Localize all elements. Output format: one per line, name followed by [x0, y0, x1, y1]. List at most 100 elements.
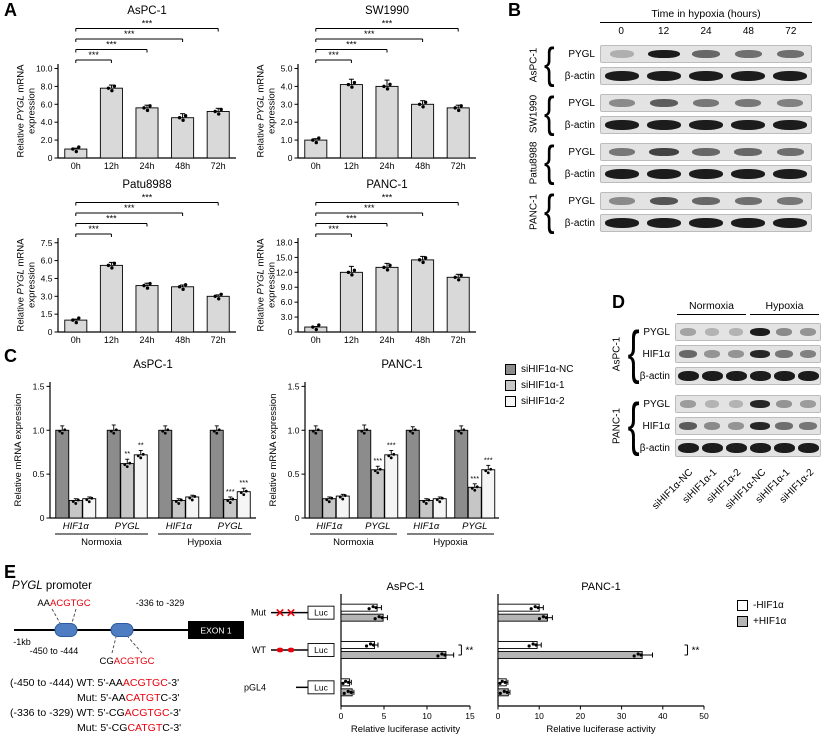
data-point: [142, 106, 146, 110]
data-point: [145, 108, 150, 113]
sequence-line: Mut: 5'-AACATGTC-3': [10, 691, 181, 706]
callout-line: [51, 608, 61, 624]
data-point: [470, 486, 474, 490]
blot-band: [776, 197, 804, 205]
data-point: [385, 268, 390, 272]
y-tick-label: 7.5: [41, 238, 53, 248]
cell-line-label: PANC-1: [611, 408, 623, 444]
data-point: [373, 617, 377, 621]
data-point: [163, 431, 167, 435]
x-tick-label: 30: [617, 711, 627, 721]
y-tick-label: 8.0: [41, 81, 53, 91]
blot-band: [773, 169, 807, 179]
sig-label: ***: [346, 214, 357, 224]
lane-number: 12: [658, 26, 670, 37]
x-tick-label: 24h: [379, 161, 394, 171]
blot-row: β-actin: [635, 365, 825, 387]
y-tick-label: 3.0: [281, 99, 293, 109]
y-tick-label: 0: [48, 327, 53, 337]
x-tick-label: 5: [382, 711, 387, 721]
data-point: [388, 82, 392, 87]
y-axis-label: Relative mRNA expression: [13, 394, 24, 507]
legend-item: +HIF1α: [737, 616, 786, 627]
y-tick-label: 1.5: [288, 381, 300, 391]
data-point: [342, 691, 346, 695]
blot-lane: [796, 443, 820, 453]
data-point: [500, 679, 504, 683]
y-tick-label: 1.0: [281, 135, 293, 145]
bar: [454, 429, 469, 519]
legend-swatch: [737, 600, 748, 611]
blot-row: HIF1α: [635, 415, 825, 437]
blot-lane: [724, 328, 748, 336]
sig-label: ***: [328, 50, 339, 60]
chart-title: PANC-1: [581, 581, 621, 593]
construct-label: pGL4: [244, 682, 266, 692]
x-tick-label: 24h: [379, 335, 394, 345]
data-point: [423, 100, 428, 104]
sig-label: ***: [484, 455, 493, 464]
protein-label: PYGL: [568, 48, 595, 60]
data-point: [408, 429, 412, 433]
blot-lane: [643, 50, 685, 58]
construct-label: WT: [252, 645, 266, 655]
data-point: [141, 452, 145, 456]
sequence-text: -3': [167, 677, 180, 689]
bar: [467, 486, 482, 519]
legend-item: siHIF1α-2: [505, 396, 573, 407]
data-point: [177, 502, 181, 505]
data-point: [106, 86, 111, 90]
hre-site-pill: [54, 623, 78, 637]
blot-band: [704, 400, 720, 408]
blot-lane: [769, 71, 811, 81]
blot-strip: [600, 214, 812, 232]
blot-lane: [643, 148, 685, 156]
blot-row: PYGL: [552, 141, 822, 163]
data-point: [377, 615, 381, 619]
data-point: [457, 278, 461, 282]
bar: [411, 103, 435, 159]
data-point: [193, 495, 197, 498]
blot-lane: [724, 443, 748, 453]
sig-label: ***: [470, 474, 479, 483]
blot-lane: [601, 148, 643, 156]
blot-row: β-actin: [552, 212, 822, 234]
data-point: [74, 149, 78, 154]
x-tick-label: 72h: [451, 335, 466, 345]
data-point: [311, 138, 315, 142]
sig-label: ***: [124, 203, 135, 213]
data-point: [365, 428, 369, 432]
chart-title: AsPC-1: [133, 359, 173, 371]
luc-label: Luc: [314, 608, 328, 618]
callout-line: [127, 636, 143, 654]
condition-label: Hypoxia: [187, 537, 222, 548]
condition-header: Hypoxia: [750, 300, 819, 315]
data-point: [166, 428, 170, 432]
chart-title: AsPC-1: [127, 5, 167, 17]
y-tick-label: 1.0: [33, 425, 45, 435]
bar: [384, 454, 399, 519]
blot-band: [680, 400, 696, 408]
bar: [497, 641, 538, 649]
data-point: [317, 136, 321, 140]
y-axis-label-line: Relative PYGL mRNA: [256, 238, 267, 332]
blot-band: [608, 148, 636, 156]
data-point: [190, 498, 194, 502]
blot-band: [605, 71, 639, 81]
blot-lane: [700, 328, 724, 336]
luc-box: [307, 680, 335, 695]
blot-band: [773, 371, 795, 381]
data-point: [228, 501, 232, 504]
chart-E-PANC1: PANC-1 0 10 20 30 40 50 Relative luciferase act…: [496, 581, 709, 735]
y-tick-label: 10.0: [36, 63, 53, 73]
data-point: [489, 467, 493, 471]
data-point: [505, 690, 509, 694]
blot-band: [725, 371, 747, 381]
blot-lane: [796, 371, 820, 381]
blot-band: [749, 328, 771, 336]
blot-band: [734, 197, 762, 205]
bar: [497, 603, 540, 612]
y-axis-label: Relative mRNA expression: [268, 394, 279, 507]
